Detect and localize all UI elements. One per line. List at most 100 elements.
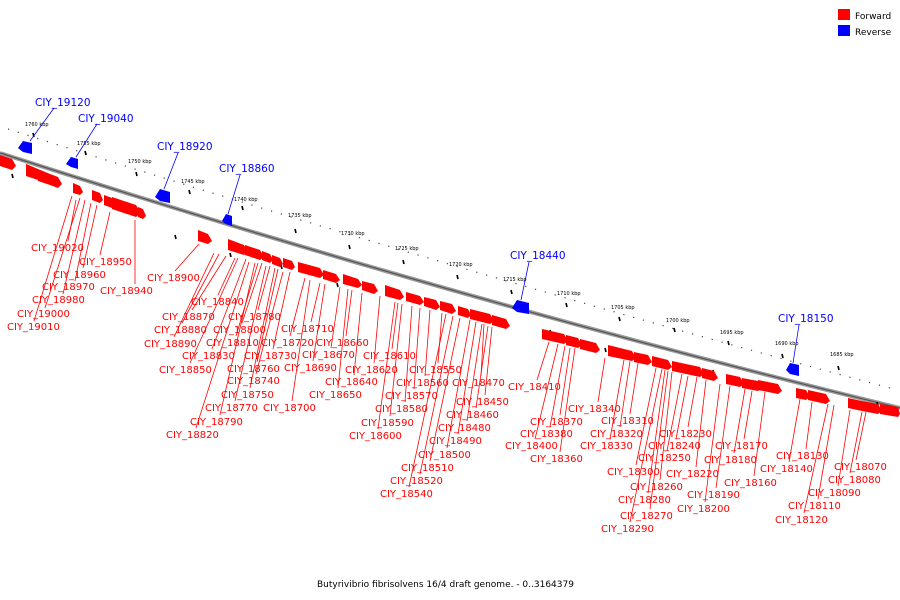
tick-mark	[604, 347, 607, 353]
gene-label-forward: CIY_18200	[677, 504, 730, 515]
tick-mark	[510, 289, 513, 295]
scale-tick-label: 1740 kbp	[234, 197, 258, 203]
gene-label-forward: CIY_18090	[808, 488, 861, 499]
reverse-genes	[18, 141, 799, 376]
gene-label-forward: CIY_18410	[508, 382, 561, 393]
leader-line	[391, 302, 399, 350]
figure-caption: Butyrivibrio fibrisolvens 16/4 draft gen…	[317, 580, 574, 590]
gene-label-forward: CIY_18300	[607, 467, 660, 478]
tick-mark	[348, 244, 351, 250]
gene-label-forward: CIY_18980	[32, 295, 85, 306]
leader-line	[211, 258, 247, 350]
leader-line	[649, 370, 669, 510]
gene-label-forward: CIY_18470	[452, 378, 505, 389]
forward-gene	[198, 230, 212, 244]
leader-line	[413, 307, 421, 390]
forward-gene	[138, 207, 146, 219]
forward-gene	[608, 345, 636, 361]
leader-line	[619, 360, 631, 428]
leader-line	[629, 368, 663, 523]
gene-label-forward: CIY_18750	[221, 390, 274, 401]
gene-label-forward: CIY_18950	[79, 257, 132, 268]
gene-label-forward: CIY_18550	[409, 365, 462, 376]
gene-label-forward: CIY_18180	[704, 455, 757, 466]
leader-line	[163, 152, 179, 190]
forward-gene	[112, 197, 141, 217]
scale-tick-label: 1750 kbp	[128, 159, 152, 165]
gene-label-forward: CIY_18330	[580, 441, 633, 452]
forward-gene	[440, 301, 456, 314]
scale-ticks: 1760 kbp 1755 kbp 1750 kbp 1745 kbp 1740…	[25, 122, 854, 358]
leader-line	[817, 404, 835, 500]
gene-label-forward: CIY_19000	[17, 309, 70, 320]
forward-gene	[542, 329, 568, 344]
forward-gene	[702, 368, 718, 381]
leader-line	[289, 277, 306, 337]
leader-line	[62, 199, 86, 295]
forward-gene	[880, 404, 900, 417]
gene-label-forward: CIY_18620	[345, 365, 398, 376]
leader-line	[312, 283, 326, 362]
gene-label-forward: CIY_18670	[302, 350, 355, 361]
forward-gene	[272, 255, 283, 267]
reverse-gene	[222, 214, 232, 226]
scale-tick-label: 1735 kbp	[288, 213, 312, 219]
forward-gene	[758, 380, 782, 394]
leader-line	[675, 375, 689, 440]
forward-gene	[385, 285, 404, 300]
scale-tick-label: 1705 kbp	[611, 305, 635, 311]
leader-line	[82, 204, 98, 269]
gene-label-forward: CIY_18760	[227, 364, 280, 375]
leader-line	[173, 252, 215, 338]
forward-gene	[634, 352, 652, 365]
gene-label-forward: CIY_18380	[520, 429, 573, 440]
leader-line	[629, 362, 639, 415]
gene-label-forward: CIY_18690	[284, 363, 337, 374]
gene-label-forward: CIY_18970	[42, 282, 95, 293]
tick-mark	[673, 327, 676, 333]
leader-line	[849, 411, 863, 474]
leader-line	[609, 359, 625, 440]
gene-label-forward: CIY_18320	[590, 429, 643, 440]
gene-label-forward: CIY_18830	[182, 351, 235, 362]
scale-tick-marks	[32, 132, 840, 371]
leader-line	[837, 409, 851, 487]
leader-line	[695, 379, 707, 468]
scale-tick-label: 1760 kbp	[25, 122, 49, 128]
gene-label-forward: CIY_18510	[401, 463, 454, 474]
leader-line	[480, 323, 485, 377]
gene-label-forward: CIY_18810	[206, 338, 259, 349]
gene-label-forward: CIY_18720	[261, 338, 314, 349]
scale-tick-label: 1745 kbp	[181, 179, 205, 185]
leader-line	[424, 309, 431, 377]
gene-label-forward: CIY_18960	[53, 270, 106, 281]
reverse-swatch	[838, 25, 850, 36]
leader-line	[803, 403, 829, 514]
gene-label-forward: CIY_18580	[375, 404, 428, 415]
gene-label-forward: CIY_18450	[456, 397, 509, 408]
leader-line	[549, 345, 566, 428]
gene-label-forward: CIY_18160	[724, 478, 777, 489]
gene-label-forward: CIY_18270	[620, 511, 673, 522]
leader-line	[559, 347, 576, 453]
forward-genes	[0, 155, 900, 417]
gene-label-forward: CIY_18770	[205, 403, 258, 414]
leader-line	[337, 288, 349, 389]
scale-tick-label: 1700 kbp	[666, 318, 690, 324]
leader-line	[404, 305, 413, 403]
leader-line	[855, 411, 867, 461]
scale-tick-label: 1695 kbp	[720, 330, 744, 336]
scale-tick-label: 1730 kbp	[341, 231, 365, 237]
tick-mark	[188, 189, 191, 195]
gene-label-reverse: CIY_18860	[219, 163, 275, 175]
tick-mark	[174, 234, 177, 240]
gene-label-forward: CIY_18190	[687, 490, 740, 501]
forward-gene	[580, 339, 600, 353]
legend: Forward Reverse	[838, 9, 892, 38]
leader-line	[687, 376, 698, 428]
leader-line	[29, 107, 55, 142]
forward-gene	[323, 270, 340, 283]
leader-line	[753, 391, 766, 477]
legend-reverse-label: Reverse	[855, 28, 892, 38]
gene-label-reverse: CIY_18920	[157, 141, 213, 153]
